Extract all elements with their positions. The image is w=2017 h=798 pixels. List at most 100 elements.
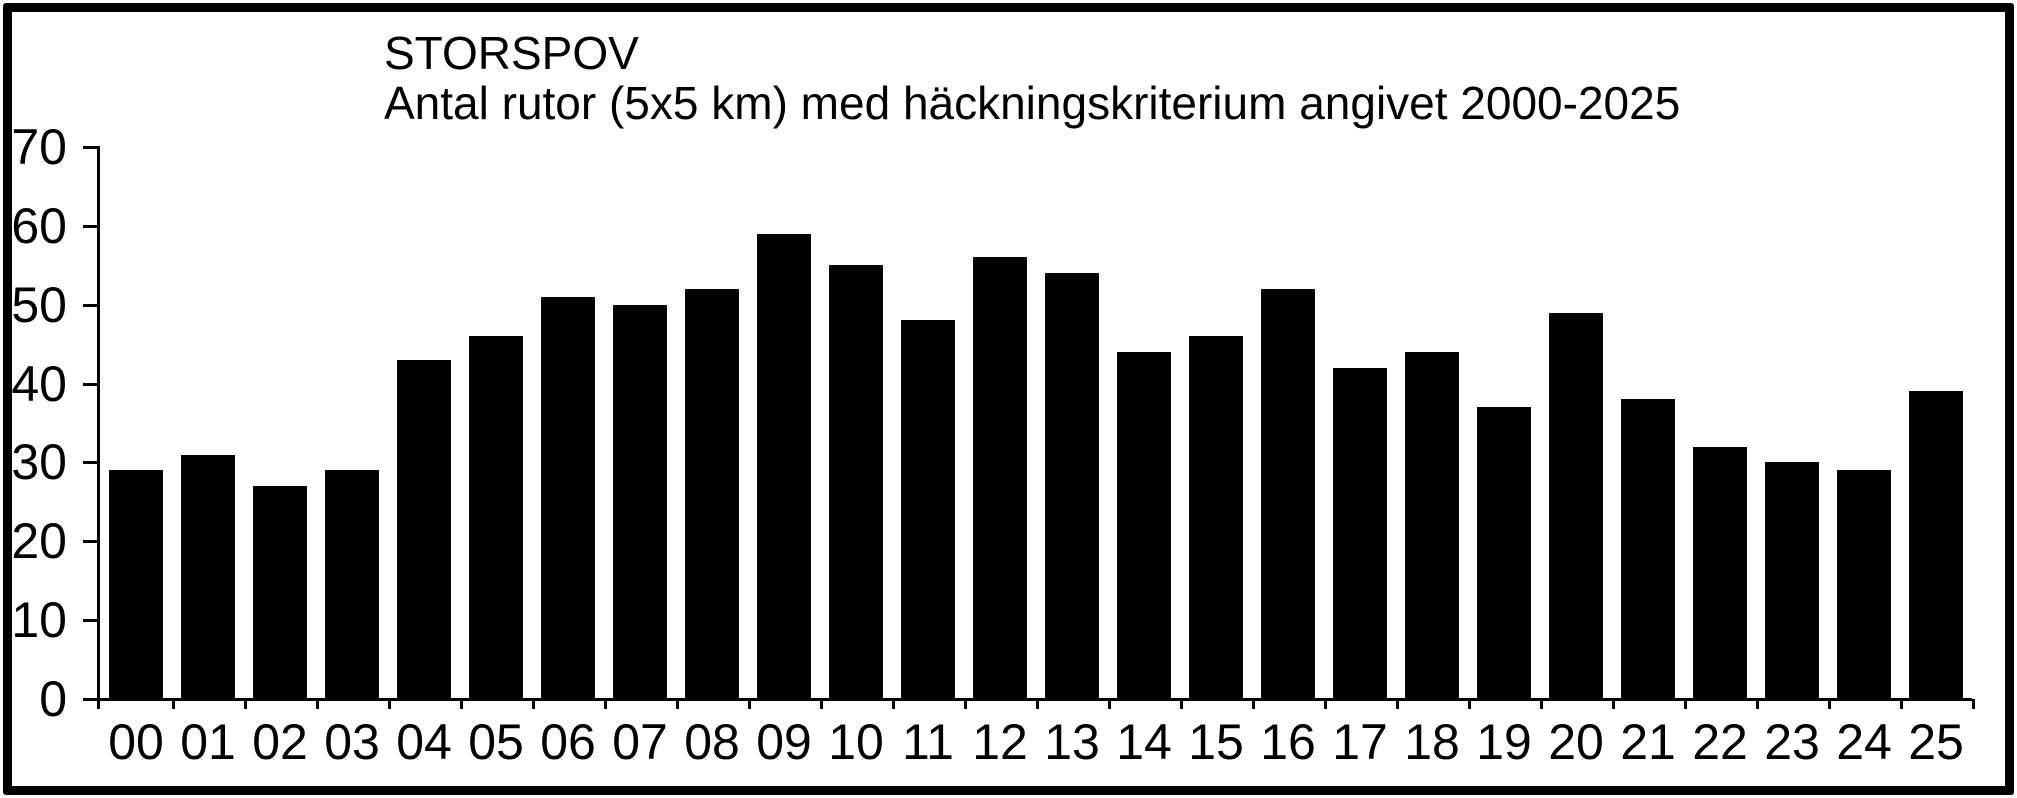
bar xyxy=(1765,462,1819,700)
y-tick xyxy=(83,224,97,228)
bar xyxy=(109,470,163,700)
bar xyxy=(1621,399,1675,700)
x-tick xyxy=(820,699,823,709)
x-tick xyxy=(1900,699,1903,709)
bar xyxy=(613,304,667,700)
bar xyxy=(1693,446,1747,700)
bar xyxy=(1477,407,1531,700)
x-tick xyxy=(388,699,391,709)
x-axis-label: 08 xyxy=(684,714,740,770)
x-tick xyxy=(1972,699,1975,709)
x-tick xyxy=(1828,699,1831,709)
x-tick xyxy=(964,699,967,709)
x-axis-label: 00 xyxy=(108,714,164,770)
x-axis-label: 12 xyxy=(972,714,1028,770)
bar xyxy=(469,336,523,700)
x-tick xyxy=(1756,699,1759,709)
bar xyxy=(1837,470,1891,700)
bar xyxy=(901,320,955,700)
bar xyxy=(1909,391,1963,700)
x-tick xyxy=(172,699,175,709)
bar xyxy=(685,288,739,700)
x-axis-label: 18 xyxy=(1404,714,1460,770)
y-tick-label: 10 xyxy=(11,592,67,649)
x-tick xyxy=(532,699,535,709)
bar xyxy=(253,486,307,700)
y-tick-label: 70 xyxy=(11,119,67,175)
x-tick xyxy=(1468,699,1471,709)
y-tick-label: 30 xyxy=(11,434,67,491)
bar xyxy=(1189,336,1243,700)
bar xyxy=(397,359,451,700)
x-tick xyxy=(1684,699,1687,709)
x-tick xyxy=(316,699,319,709)
x-axis-label: 04 xyxy=(396,714,452,770)
bar xyxy=(325,470,379,700)
x-axis-label: 09 xyxy=(756,714,812,770)
y-tick xyxy=(83,303,97,307)
y-tick xyxy=(83,619,97,623)
y-tick xyxy=(83,698,97,701)
y-tick-label: 50 xyxy=(11,276,67,333)
bar xyxy=(541,296,595,700)
x-axis-label: 23 xyxy=(1764,714,1820,770)
x-tick xyxy=(748,699,751,709)
bar xyxy=(973,257,1027,700)
x-axis-line xyxy=(97,698,1972,701)
bar xyxy=(1261,288,1315,700)
chart-title: STORSPOV xyxy=(384,27,639,79)
x-tick xyxy=(676,699,679,709)
x-tick xyxy=(460,699,463,709)
x-tick xyxy=(1324,699,1327,709)
y-tick-label: 40 xyxy=(11,355,67,412)
chart-subtitle: Antal rutor (5x5 km) med häckningskriter… xyxy=(384,77,1681,129)
y-tick xyxy=(83,382,97,386)
x-tick xyxy=(1540,699,1543,709)
bar xyxy=(1117,352,1171,700)
bar xyxy=(1333,367,1387,700)
x-axis-label: 11 xyxy=(902,714,954,770)
x-axis-label: 13 xyxy=(1044,714,1100,770)
bar xyxy=(1405,352,1459,700)
x-axis-label: 17 xyxy=(1332,714,1388,770)
bar xyxy=(757,233,811,700)
x-axis-label: 19 xyxy=(1476,714,1532,770)
x-tick xyxy=(1396,699,1399,709)
x-tick xyxy=(244,699,247,709)
x-tick xyxy=(1036,699,1039,709)
x-axis-label: 02 xyxy=(252,714,308,770)
x-axis-label: 06 xyxy=(540,714,596,770)
chart-title-block: STORSPOV Antal rutor (5x5 km) med häckni… xyxy=(384,28,1680,128)
bar xyxy=(1045,273,1099,700)
x-axis-label: 14 xyxy=(1116,714,1172,770)
bar xyxy=(829,265,883,700)
y-axis-line xyxy=(97,146,100,702)
x-tick xyxy=(1252,699,1255,709)
x-tick xyxy=(604,699,607,709)
x-axis-label: 20 xyxy=(1548,714,1604,770)
y-tick xyxy=(83,146,97,149)
y-tick-label: 0 xyxy=(39,671,67,727)
x-axis-label: 21 xyxy=(1620,714,1676,770)
x-axis-label: 25 xyxy=(1908,714,1964,770)
bar xyxy=(181,454,235,700)
x-axis-label: 03 xyxy=(324,714,380,770)
y-tick-label: 60 xyxy=(11,197,67,254)
x-axis-label: 10 xyxy=(828,714,884,770)
x-axis-label: 01 xyxy=(180,714,236,770)
x-axis-label: 16 xyxy=(1260,714,1316,770)
x-tick xyxy=(1180,699,1183,709)
x-tick xyxy=(97,699,100,709)
x-tick xyxy=(1612,699,1615,709)
x-tick xyxy=(1108,699,1111,709)
x-tick xyxy=(892,699,895,709)
x-axis-label: 05 xyxy=(468,714,524,770)
y-tick xyxy=(83,461,97,465)
y-tick-label: 20 xyxy=(11,513,67,570)
x-axis-label: 24 xyxy=(1836,714,1892,770)
y-tick xyxy=(83,540,97,544)
x-axis-label: 07 xyxy=(612,714,668,770)
x-axis-label: 22 xyxy=(1692,714,1748,770)
x-axis-label: 15 xyxy=(1188,714,1244,770)
